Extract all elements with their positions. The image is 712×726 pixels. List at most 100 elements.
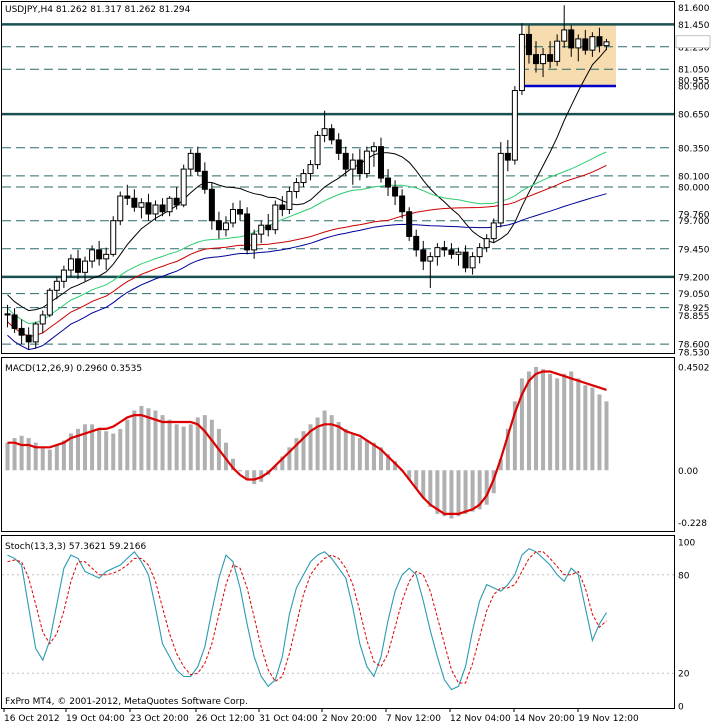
candle-body [370, 146, 377, 152]
candle-body [131, 197, 138, 208]
candle-body [511, 90, 518, 161]
level-label-bg [676, 169, 710, 182]
level-label-bg [676, 80, 710, 93]
macd-histogram-bar [61, 440, 66, 471]
current-price-marker [675, 35, 711, 49]
price-panel: 81.600 81.450 81.250 81.050 80.900 80.650 80.3… [2, 1, 711, 359]
macd-histogram-bar [463, 470, 468, 514]
candle-body [582, 38, 589, 51]
candle-body [152, 204, 159, 215]
candle-body [293, 182, 300, 193]
candle-body [201, 170, 208, 190]
candle-body [32, 323, 39, 343]
candle-body [159, 204, 166, 213]
candle-body [208, 188, 215, 222]
candle-body [46, 289, 53, 316]
macd-histogram-bar [364, 440, 369, 471]
macd-histogram-bar [428, 470, 433, 508]
macd-histogram-bar [393, 461, 398, 471]
price-axis-label: 78.530 [678, 349, 710, 359]
candle-body [363, 150, 370, 175]
candle-body [25, 334, 32, 343]
level-label-bg [676, 63, 710, 76]
candle-body [575, 38, 582, 49]
macd-histogram-bar [40, 447, 45, 471]
candle-body [89, 249, 96, 262]
candle-body [173, 197, 180, 206]
macd-histogram-bar [26, 438, 31, 471]
macd-histogram-bar [209, 419, 214, 471]
candle-body [11, 314, 18, 329]
macd-histogram-bar [301, 431, 306, 471]
macd-histogram-bar [54, 445, 59, 471]
macd-histogram-bar [597, 394, 602, 471]
candle-body [504, 152, 511, 161]
candle-body [39, 314, 46, 325]
candle-body [547, 54, 554, 62]
moving-average-line [7, 48, 607, 312]
level-label: 78.600 [678, 341, 710, 351]
level-label: 81.450 [678, 21, 710, 31]
candle-body [399, 195, 406, 213]
macd-histogram-bar [470, 470, 475, 512]
macd-histogram-bar [414, 470, 419, 489]
macd-histogram-bar [174, 424, 179, 471]
macd-histogram-bar [569, 371, 574, 471]
candle-body [497, 152, 504, 224]
macd-histogram-bar [231, 458, 236, 471]
stoch-axis-label: 80 [678, 571, 690, 581]
candle-body [117, 195, 124, 222]
macd-histogram-bar [498, 458, 503, 471]
candle-body [335, 139, 342, 154]
candle-body [67, 258, 74, 271]
time-label: 19 Nov 12:00 [578, 714, 639, 724]
level-label: 80.900 [678, 83, 710, 93]
candle-body [476, 247, 483, 258]
level-label-bg [676, 214, 710, 227]
candle-body [321, 128, 328, 136]
candle-body [568, 29, 575, 49]
candle-body [53, 280, 60, 291]
candle-body [518, 33, 525, 92]
level-label-bg [676, 301, 710, 314]
macd-histogram-bar [12, 438, 17, 471]
macd-panel: 0.4502 0.00 -0.228 [5, 363, 710, 529]
level-label: 81.250 [678, 43, 710, 53]
time-label: 31 Oct 04:00 [259, 714, 318, 724]
level-label: 79.700 [678, 217, 710, 227]
moving-average-line [7, 164, 607, 338]
level-label: 79.450 [678, 245, 710, 255]
candle-body [356, 159, 363, 175]
stoch-axis-label: 0 [678, 703, 684, 713]
macd-histogram-bar [111, 433, 116, 471]
candle-body [483, 238, 490, 249]
candle-body [166, 197, 173, 213]
candle-body [230, 208, 237, 224]
macd-histogram-bar [280, 456, 285, 471]
macd-histogram-bar [336, 422, 341, 471]
macd-histogram-bar [484, 470, 489, 505]
level-label-bg [676, 181, 710, 194]
chart-header: USDJPY,H4 81.262 81.317 81.262 81.294 [5, 5, 191, 15]
level-label: 80.650 [678, 111, 710, 121]
macd-histogram-bar [195, 417, 200, 471]
time-label: 19 Oct 04:00 [66, 714, 125, 724]
candle-body [427, 256, 434, 262]
macd-histogram-bar [125, 419, 130, 471]
macd-axis-label: -0.228 [678, 519, 707, 529]
candle-body [307, 164, 314, 175]
macd-histogram-bar [343, 428, 348, 471]
macd-histogram-bar [505, 428, 510, 471]
candle-body [589, 36, 596, 51]
candle-body [251, 233, 258, 251]
macd-histogram-bar [104, 431, 109, 471]
candle-body [434, 247, 441, 258]
candle-body [525, 33, 532, 56]
macd-histogram-bar [118, 428, 123, 471]
macd-histogram-bar [132, 410, 137, 471]
time-label: 23 Oct 20:00 [130, 714, 189, 724]
price-axis-label: 79.760 [678, 210, 710, 220]
candle-body [187, 152, 194, 170]
macd-histogram-bar [322, 410, 327, 471]
moving-average-line [7, 151, 607, 325]
